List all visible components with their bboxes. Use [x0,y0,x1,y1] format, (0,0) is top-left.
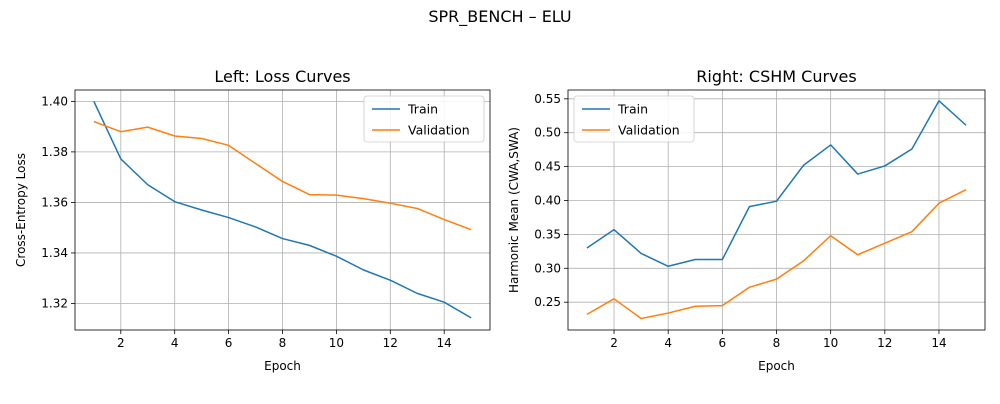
x-tick-label: 8 [773,336,781,350]
legend: Train Validation [573,95,695,143]
chart-title: Left: Loss Curves [214,67,350,86]
y-tick-label: 0.40 [534,194,561,208]
x-tick-label: 14 [931,336,946,350]
x-tick-label: 2 [610,336,618,350]
legend-label-train: Train [407,102,438,117]
x-tick-label: 6 [225,336,233,350]
y-tick-label: 0.45 [534,160,561,174]
y-tick-label: 1.32 [41,296,68,310]
chart-title: Right: CSHM Curves [696,67,856,86]
legend-label-train: Train [617,102,648,117]
y-tick-label: 0.50 [534,126,561,140]
legend-label-validation: Validation [618,123,680,138]
x-tick-label: 4 [664,336,672,350]
x-tick-label: 14 [437,336,452,350]
plot-2: 2 4 6 8 10 12 14 0.25 0.30 0.35 0.40 0.45 0.50 0.55 Ri… [507,67,986,373]
y-tick-label: 1.36 [41,195,68,209]
figure-title: SPR_BENCH – ELU [428,7,571,27]
x-tick-label: 12 [383,336,398,350]
y-tick-label: 1.40 [41,94,68,108]
x-tick-label: 12 [877,336,892,350]
series-line-validation [586,188,967,320]
x-axis-label: Epoch [264,359,301,373]
series-line-train [93,101,472,319]
y-tick-label: 0.30 [534,261,561,275]
series-line-train [586,100,967,268]
x-tick-label: 10 [823,336,838,350]
plot-1: 2 4 6 8 10 12 14 1.32 1.34 1.36 1.38 1.40 Left: Loss… [14,67,491,373]
x-tick-label: 2 [117,336,125,350]
series-line-validation [93,120,472,231]
x-tick-label: 8 [279,336,287,350]
y-axis-label: Cross-Entropy Loss [14,153,28,267]
y-tick-label: 0.35 [534,227,561,241]
y-tick-label: 0.25 [534,295,561,309]
x-tick-label: 4 [171,336,179,350]
legend: Train Validation [363,95,485,143]
y-tick-label: 1.38 [41,145,68,159]
legend-label-validation: Validation [408,123,470,138]
y-axis-label: Harmonic Mean (CWA,SWA) [507,127,521,293]
x-axis-label: Epoch [758,359,795,373]
x-tick-label: 6 [719,336,727,350]
y-tick-label: 1.34 [41,246,68,260]
y-tick-label: 0.55 [534,92,561,106]
x-tick-label: 10 [329,336,344,350]
